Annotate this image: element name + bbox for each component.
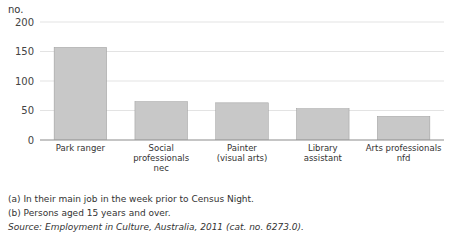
bars <box>54 47 430 140</box>
chart: 0 50 100 150 200 Park ranger Socialprofessiona… <box>0 0 454 246</box>
footnote: (b) Persons aged 15 years and over. <box>8 208 171 218</box>
grid <box>40 22 444 140</box>
bar <box>135 102 188 140</box>
bar <box>54 47 107 140</box>
footnote: Source: Employment in Culture, Australia… <box>8 222 304 232</box>
x-tick-label: Painter(visual arts) <box>217 143 268 163</box>
bar <box>377 116 430 140</box>
grid-line <box>40 22 444 23</box>
chart-container: 0 50 100 150 200 Park ranger Socialprofessiona… <box>0 0 454 246</box>
y-tick-label: 200 <box>15 17 34 28</box>
bar <box>216 103 269 140</box>
y-tick-label: 150 <box>15 46 34 57</box>
y-tick-label: 0 <box>28 135 34 146</box>
y-tick-label: 50 <box>21 105 34 116</box>
x-tick-label: Arts professionalsnfd <box>366 143 442 163</box>
x-axis-line <box>40 140 444 141</box>
x-tick-label: Libraryassistant <box>304 143 343 163</box>
x-tick-label: Socialprofessionalsnec <box>133 143 190 173</box>
y-axis-label: no. <box>8 4 23 15</box>
x-tick-label: Park ranger <box>56 143 106 153</box>
footnote: (a) In their main job in the week prior … <box>8 194 254 204</box>
grid-line <box>40 140 444 141</box>
y-tick-label: 100 <box>15 76 34 87</box>
bar <box>297 109 350 140</box>
